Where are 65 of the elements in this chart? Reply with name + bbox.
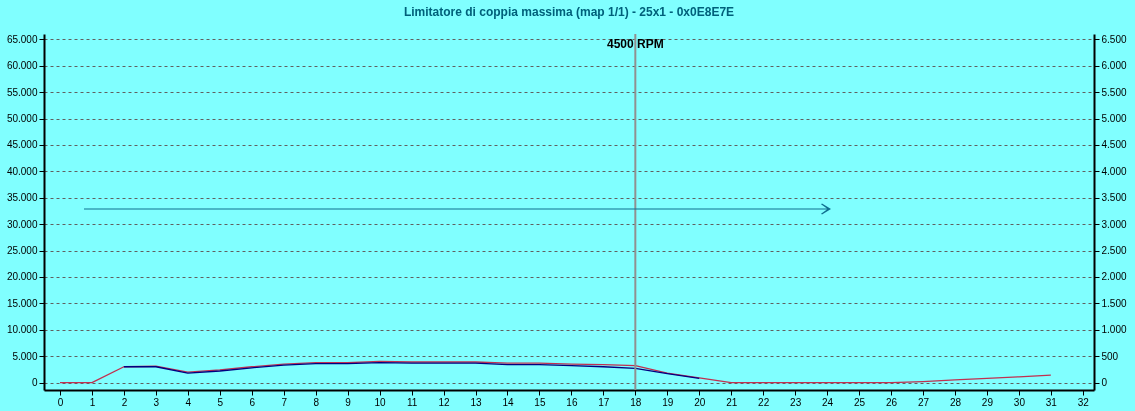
x-tick-label: 6 bbox=[249, 396, 256, 408]
x-tick-label: 28 bbox=[949, 396, 962, 408]
y-tick-label: 50.000 bbox=[6, 113, 38, 125]
y2-tick-label: 500 bbox=[1101, 350, 1119, 362]
x-tick-label: 22 bbox=[758, 396, 770, 408]
y2-tick-label: 1.500 bbox=[1101, 297, 1127, 309]
ref-line-label: 4500 RPM bbox=[606, 37, 664, 51]
x-tick-label: 32 bbox=[1077, 396, 1090, 408]
y-tick-label: 65.000 bbox=[6, 33, 38, 45]
y-tick-label: 10.000 bbox=[6, 324, 38, 336]
y-tick-label: 60.000 bbox=[6, 60, 38, 72]
x-tick-label: 5 bbox=[217, 396, 224, 408]
x-tick-label: 31 bbox=[1045, 396, 1058, 408]
x-tick-label: 24 bbox=[822, 396, 834, 408]
x-tick-label: 8 bbox=[313, 396, 320, 408]
y-tick-label: 35.000 bbox=[6, 192, 38, 204]
line-series bbox=[123, 361, 700, 380]
x-tick-label: 1 bbox=[89, 396, 96, 408]
y2-tick-label: 0 bbox=[1101, 377, 1108, 389]
x-tick-label: 4 bbox=[185, 396, 192, 408]
x-tick-label: 7 bbox=[281, 396, 288, 408]
x-tick-label: 11 bbox=[406, 396, 418, 408]
x-tick-label: 9 bbox=[345, 396, 352, 408]
x-tick-label: 16 bbox=[566, 396, 578, 408]
x-tick-label: 12 bbox=[438, 396, 451, 408]
y2-tick-label: 3.000 bbox=[1101, 218, 1127, 230]
x-tick-label: 29 bbox=[981, 396, 994, 408]
x-tick-label: 25 bbox=[854, 396, 866, 408]
y2-tick-label: 2.500 bbox=[1101, 245, 1127, 257]
y2-tick-label: 5.000 bbox=[1101, 113, 1127, 125]
x-tick-label: 17 bbox=[598, 396, 610, 408]
x-tick-label: 18 bbox=[630, 396, 642, 408]
x-tick-label: 0 bbox=[57, 396, 64, 408]
y2-tick-label: 4.500 bbox=[1101, 139, 1127, 151]
x-tick-label: 3 bbox=[153, 396, 160, 408]
x-tick-label: 26 bbox=[885, 396, 898, 408]
y2-tick-label: 3.500 bbox=[1101, 192, 1127, 204]
y2-tick-label: 2.000 bbox=[1101, 271, 1127, 283]
chart-title: Limitatore di coppia massima (map 1/1) - 25x1 - 0x0E8E7E bbox=[403, 5, 735, 19]
x-tick-label: 21 bbox=[726, 396, 738, 408]
x-tick-label: 14 bbox=[502, 396, 514, 408]
y-tick-label: 15.000 bbox=[6, 297, 38, 309]
y-tick-label: 0 bbox=[31, 377, 38, 389]
x-tick-label: 10 bbox=[374, 396, 387, 408]
x-tick-label: 20 bbox=[694, 396, 706, 408]
line-series bbox=[59, 360, 1052, 384]
y-tick-label: 20.000 bbox=[6, 271, 38, 283]
y-tick-label: 30.000 bbox=[6, 218, 38, 230]
x-tick-label: 23 bbox=[790, 396, 802, 408]
y2-tick-label: 5.500 bbox=[1101, 86, 1127, 98]
y-tick-label: 40.000 bbox=[6, 165, 38, 177]
x-tick-label: 13 bbox=[470, 396, 483, 408]
y2-tick-label: 1.000 bbox=[1101, 324, 1127, 336]
y2-tick-label: 6.000 bbox=[1101, 60, 1127, 72]
y2-tick-label: 4.000 bbox=[1101, 165, 1127, 177]
x-tick-label: 19 bbox=[662, 396, 674, 408]
y-tick-label: 45.000 bbox=[6, 139, 38, 151]
y2-tick-label: 6.500 bbox=[1101, 33, 1127, 45]
y-tick-label: 55.000 bbox=[6, 86, 38, 98]
x-tick-label: 2 bbox=[121, 396, 128, 408]
y-tick-label: 5.000 bbox=[12, 350, 38, 362]
x-tick-label: 30 bbox=[1013, 396, 1026, 408]
x-tick-label: 15 bbox=[534, 396, 546, 408]
y-tick-label: 25.000 bbox=[6, 245, 38, 257]
x-tick-label: 27 bbox=[917, 396, 930, 408]
